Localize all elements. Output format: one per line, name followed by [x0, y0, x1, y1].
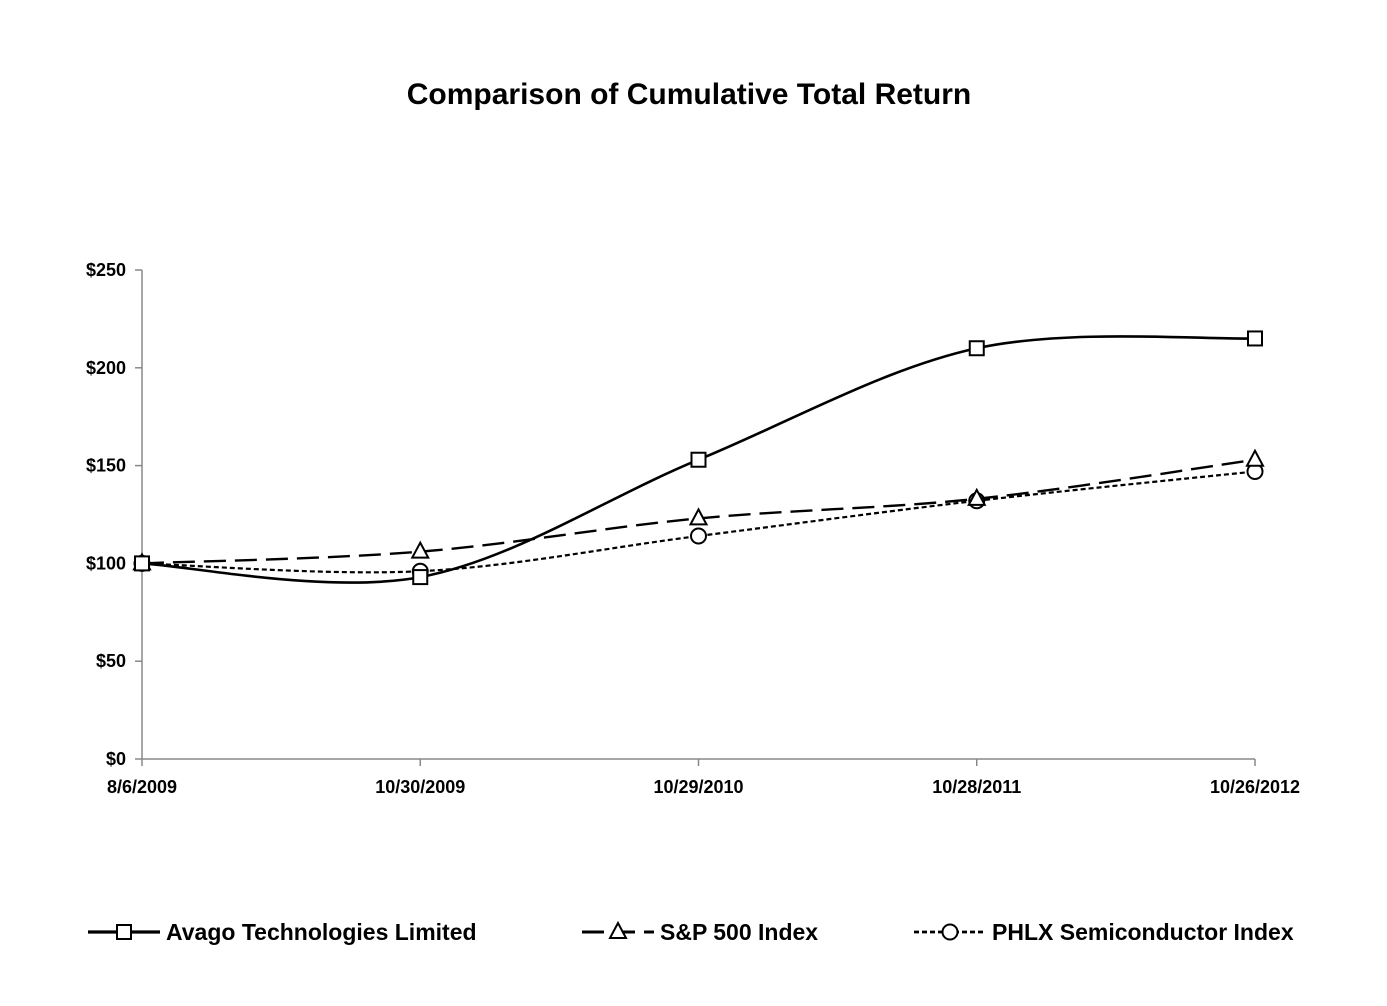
series-layer: [132, 330, 1265, 586]
y-tick-label: $150: [86, 456, 126, 476]
data-point-triangle: [1245, 448, 1265, 467]
chart-title: Comparison of Cumulative Total Return: [407, 78, 971, 111]
data-point-square: [968, 340, 985, 357]
data-point-square: [412, 569, 429, 586]
y-tick-label: $0: [106, 749, 126, 769]
data-point-square: [134, 555, 150, 572]
legend-label: Avago Technologies Limited: [166, 919, 477, 945]
y-tick-label: $50: [96, 651, 126, 671]
legend-marker-square: [116, 924, 132, 940]
legend-item: PHLX Semiconductor Index: [914, 919, 1294, 945]
y-tick-label: $200: [86, 358, 126, 378]
series-triangle: [132, 448, 1265, 571]
data-point-square: [690, 451, 707, 468]
data-point-triangle: [410, 540, 430, 559]
legend-item: S&P 500 Index: [582, 919, 818, 945]
data-point-circle: [690, 527, 707, 545]
legend-marker-circle: [941, 923, 959, 941]
x-tick-label: 10/26/2012: [1210, 777, 1300, 797]
y-tick-label: $250: [86, 260, 126, 280]
x-tick-label: 8/6/2009: [107, 777, 177, 797]
data-point-triangle: [688, 507, 709, 526]
x-tick-label: 10/28/2011: [932, 777, 1021, 797]
legend: Avago Technologies Limited S&P 500 Index P…: [88, 919, 1294, 945]
axes: $0 $50 $100 $150 $200 $250 8/6/2009 10/30/2009 1…: [86, 260, 1300, 797]
legend-item: Avago Technologies Limited: [88, 919, 477, 945]
data-point-square: [1247, 330, 1263, 347]
x-tick-label: 10/30/2009: [375, 777, 465, 797]
series-square: [134, 330, 1263, 586]
legend-label: PHLX Semiconductor Index: [992, 919, 1294, 945]
y-tick-label: $100: [86, 553, 126, 573]
legend-label: S&P 500 Index: [660, 919, 818, 945]
series-line: [141, 470, 1256, 574]
data-point-triangle: [967, 487, 987, 506]
legend-marker-triangle: [608, 920, 628, 939]
x-tick-label: 10/29/2010: [653, 777, 743, 797]
